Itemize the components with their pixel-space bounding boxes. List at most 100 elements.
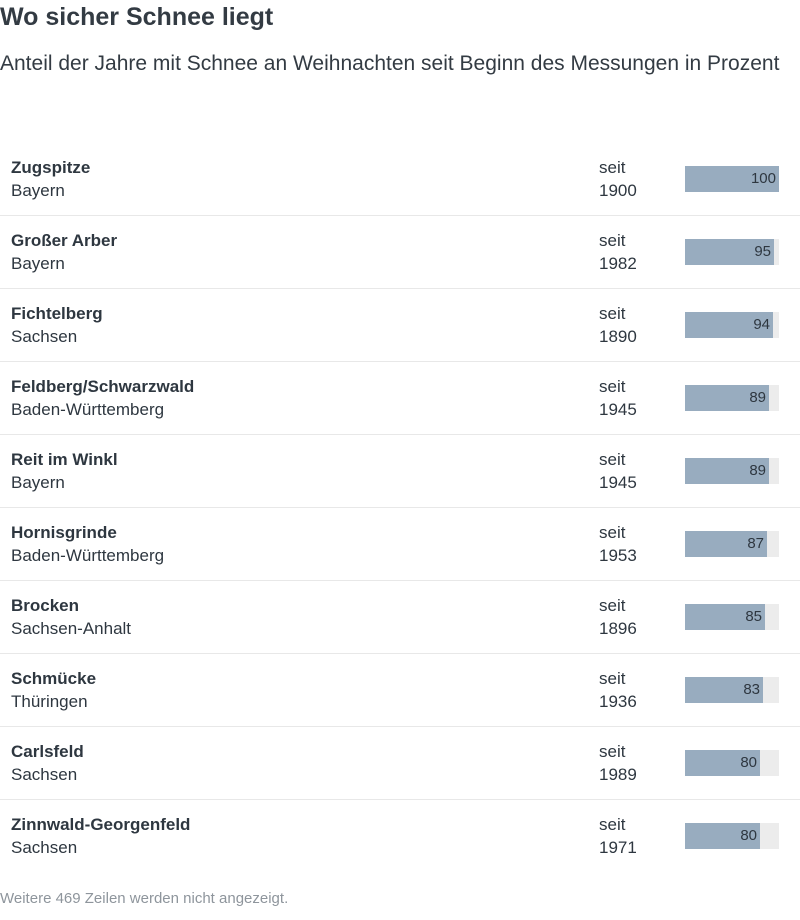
since-year: 1890: [599, 327, 637, 346]
bar-track: 100: [685, 166, 779, 192]
state-name: Baden-Württemberg: [11, 400, 165, 419]
station-cell: Brocken Sachsen-Anhalt: [11, 594, 571, 640]
since-prefix: seit: [599, 815, 626, 834]
table-row: Fichtelberg Sachsen seit 1890 94: [0, 289, 800, 362]
since-cell: seit 1900: [599, 156, 669, 202]
station-cell: Fichtelberg Sachsen: [11, 302, 571, 348]
table-row: Hornisgrinde Baden-Württemberg seit 1953 87: [0, 508, 800, 581]
state-name: Sachsen: [11, 765, 78, 784]
since-prefix: seit: [599, 596, 626, 615]
bar-value-label: 89: [749, 389, 766, 406]
state-name: Sachsen: [11, 327, 78, 346]
table-row: Zugspitze Bayern seit 1900 100: [0, 143, 800, 216]
state-name: Sachsen: [11, 838, 78, 857]
bar-fill: [685, 458, 769, 484]
station-name: Zugspitze: [11, 158, 91, 177]
bar-track: 85: [685, 604, 779, 630]
since-prefix: seit: [599, 523, 626, 542]
table-row: Großer Arber Bayern seit 1982 95: [0, 216, 800, 289]
station-cell: Schmücke Thüringen: [11, 667, 571, 713]
state-name: Thüringen: [11, 692, 88, 711]
since-year: 1989: [599, 765, 637, 784]
since-year: 1971: [599, 838, 637, 857]
since-year: 1896: [599, 619, 637, 638]
footnote: Weitere 469 Zeilen werden nicht angezeig…: [0, 890, 289, 907]
bar-value-label: 87: [747, 535, 764, 552]
station-name: Fichtelberg: [11, 304, 103, 323]
since-prefix: seit: [599, 231, 626, 250]
since-cell: seit 1945: [599, 448, 669, 494]
station-name: Großer Arber: [11, 231, 118, 250]
station-name: Carlsfeld: [11, 742, 84, 761]
since-prefix: seit: [599, 742, 626, 761]
bar-track: 89: [685, 458, 779, 484]
table-row: Schmücke Thüringen seit 1936 83: [0, 654, 800, 727]
chart-subtitle: Anteil der Jahre mit Schnee an Weihnacht…: [0, 52, 780, 75]
since-cell: seit 1989: [599, 740, 669, 786]
since-prefix: seit: [599, 377, 626, 396]
station-cell: Hornisgrinde Baden-Württemberg: [11, 521, 571, 567]
table-row: Reit im Winkl Bayern seit 1945 89: [0, 435, 800, 508]
station-name: Zinnwald-Georgenfeld: [11, 815, 191, 834]
since-cell: seit 1936: [599, 667, 669, 713]
bar-value-label: 80: [740, 827, 757, 844]
bar-fill: [685, 312, 773, 338]
bar-fill: [685, 531, 767, 557]
since-year: 1900: [599, 181, 637, 200]
bar-value-label: 89: [749, 462, 766, 479]
station-name: Brocken: [11, 596, 80, 615]
since-cell: seit 1896: [599, 594, 669, 640]
bar-track: 83: [685, 677, 779, 703]
state-name: Bayern: [11, 181, 65, 200]
bar-track: 95: [685, 239, 779, 265]
table-row: Feldberg/Schwarzwald Baden-Württemberg sei…: [0, 362, 800, 435]
station-cell: Großer Arber Bayern: [11, 229, 571, 275]
bar-track: 94: [685, 312, 779, 338]
bar-value-label: 100: [750, 170, 776, 187]
bar-fill: [685, 166, 779, 192]
table-row: Carlsfeld Sachsen seit 1989 80: [0, 727, 800, 800]
bar-fill: [685, 239, 774, 265]
bar-value-label: 95: [754, 243, 771, 260]
state-name: Bayern: [11, 254, 65, 273]
since-year: 1936: [599, 692, 637, 711]
bar-value-label: 94: [753, 316, 770, 333]
table-row: Brocken Sachsen-Anhalt seit 1896 85: [0, 581, 800, 654]
state-name: Baden-Württemberg: [11, 546, 165, 565]
station-name: Schmücke: [11, 669, 97, 688]
station-cell: Feldberg/Schwarzwald Baden-Württemberg: [11, 375, 571, 421]
since-prefix: seit: [599, 669, 626, 688]
station-cell: Zugspitze Bayern: [11, 156, 571, 202]
since-prefix: seit: [599, 304, 626, 323]
chart-title: Wo sicher Schnee liegt: [0, 3, 274, 31]
bar-fill: [685, 823, 760, 849]
station-cell: Carlsfeld Sachsen: [11, 740, 571, 786]
table-row: Zinnwald-Georgenfeld Sachsen seit 1971 80: [0, 800, 800, 873]
bar-fill: [685, 750, 760, 776]
since-year: 1982: [599, 254, 637, 273]
state-name: Sachsen-Anhalt: [11, 619, 132, 638]
since-cell: seit 1890: [599, 302, 669, 348]
bar-value-label: 85: [745, 608, 762, 625]
bar-fill: [685, 677, 763, 703]
since-cell: seit 1953: [599, 521, 669, 567]
bar-track: 80: [685, 823, 779, 849]
bar-value-label: 83: [743, 681, 760, 698]
snow-table: Zugspitze Bayern seit 1900 100 Großer Arber Ba…: [0, 143, 800, 873]
bar-value-label: 80: [740, 754, 757, 771]
bar-track: 87: [685, 531, 779, 557]
since-prefix: seit: [599, 450, 626, 469]
bar-track: 89: [685, 385, 779, 411]
station-name: Reit im Winkl: [11, 450, 118, 469]
bar-fill: [685, 385, 769, 411]
station-cell: Reit im Winkl Bayern: [11, 448, 571, 494]
since-year: 1953: [599, 546, 637, 565]
since-prefix: seit: [599, 158, 626, 177]
station-name: Hornisgrinde: [11, 523, 117, 542]
bar-fill: [685, 604, 765, 630]
since-cell: seit 1945: [599, 375, 669, 421]
since-cell: seit 1982: [599, 229, 669, 275]
bar-track: 80: [685, 750, 779, 776]
station-cell: Zinnwald-Georgenfeld Sachsen: [11, 813, 571, 859]
since-year: 1945: [599, 400, 637, 419]
